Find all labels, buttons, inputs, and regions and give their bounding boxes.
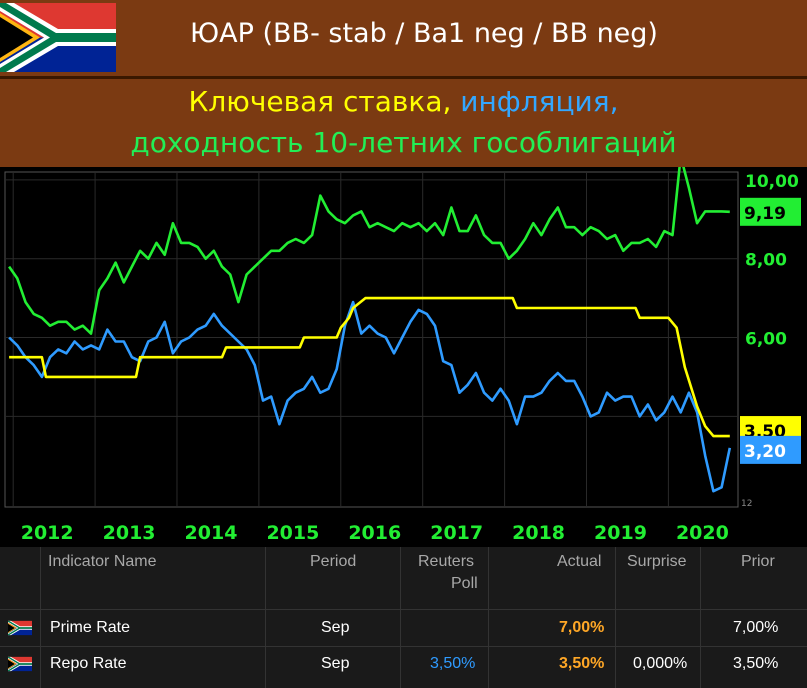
subtitle-rate-label: Ключевая ставка,: [188, 85, 452, 118]
plot-frame: [4, 171, 739, 508]
header-reuters-poll-line2: Poll: [451, 575, 478, 592]
column-divider: [700, 547, 701, 688]
chart-area: 10,00 8,00 6,00 9,19 3,50 3,20 12 2012 2013 2014 2…: [0, 154, 807, 547]
south-africa-flag-icon: [8, 656, 32, 672]
y-tick-label: 8,00: [745, 251, 787, 271]
south-africa-flag-icon: [0, 3, 116, 72]
indicator-name: Repo Rate: [50, 655, 127, 672]
column-divider: [488, 547, 489, 688]
subtitle-yield-label: доходность 10-летних гособлигаций: [130, 126, 677, 159]
header-reuters-poll-line1: Reuters: [418, 553, 475, 570]
x-tick-label: 2013: [103, 522, 156, 544]
subtitle-line-1: Ключевая ставка, инфляция,: [0, 85, 807, 118]
x-tick-label: 2012: [21, 522, 74, 544]
inflation-value-tag: [740, 435, 801, 464]
x-tick-label: 2019: [594, 522, 647, 544]
x-tick-label: 2017: [430, 522, 483, 544]
header-bar: ЮАР (BB- stab / Ba1 neg / BB neg): [0, 0, 807, 76]
x-tick-label: 2020: [676, 522, 729, 544]
page-title: ЮАР (BB- stab / Ba1 neg / BB neg): [190, 18, 658, 49]
row-divider: [0, 609, 807, 610]
column-divider: [400, 547, 401, 688]
period-value: Sep: [321, 655, 350, 672]
yield-value-tag: [740, 197, 801, 226]
chart-subtitle: Ключевая ставка, инфляция, доходность 10…: [0, 79, 807, 167]
prior-value: 7,00%: [733, 619, 779, 636]
y-tick-label: 6,00: [745, 330, 787, 350]
yield-series-line: [8, 154, 730, 335]
actual-value: 7,00%: [559, 619, 605, 636]
subtitle-inflation-label: инфляция,: [460, 85, 619, 118]
column-divider: [40, 547, 41, 688]
south-africa-flag-icon: [8, 620, 32, 636]
header-indicator-name: Indicator Name: [48, 553, 157, 570]
x-tick-label: 2016: [348, 522, 401, 544]
actual-value: 3,50%: [559, 655, 605, 672]
inflation-series-line: [8, 300, 732, 493]
period-value: Sep: [321, 619, 350, 636]
column-divider: [615, 547, 616, 688]
header-period: Period: [310, 553, 357, 570]
header-actual: Actual: [557, 553, 602, 570]
header-divider: [0, 76, 807, 79]
prior-value: 3,50%: [733, 655, 779, 672]
row-divider: [0, 646, 807, 647]
yield-value-label: 9,19: [744, 204, 786, 224]
poll-value: 3,50%: [430, 655, 476, 672]
x-tick-label: 2014: [185, 522, 238, 544]
small-axis-label: 12: [741, 499, 752, 509]
inflation-value-label: 3,20: [744, 442, 786, 462]
header-prior: Prior: [741, 553, 775, 570]
surprise-value: 0,000%: [633, 655, 688, 672]
table-row[interactable]: Repo Rate Sep 3,50% 3,50% 0,000% 3,50%: [0, 647, 807, 681]
x-tick-label: 2015: [266, 522, 319, 544]
rate-series-line: [9, 296, 730, 438]
table-row[interactable]: Prime Rate Sep 7,00% 7,00%: [0, 611, 807, 645]
indicator-table: Indicator Name Period Reuters Poll Actua…: [0, 547, 807, 688]
x-tick-label: 2018: [512, 522, 565, 544]
indicator-name: Prime Rate: [50, 619, 131, 636]
y-tick-label: 10,00: [745, 172, 799, 192]
column-divider: [265, 547, 266, 688]
header-surprise: Surprise: [627, 553, 687, 570]
